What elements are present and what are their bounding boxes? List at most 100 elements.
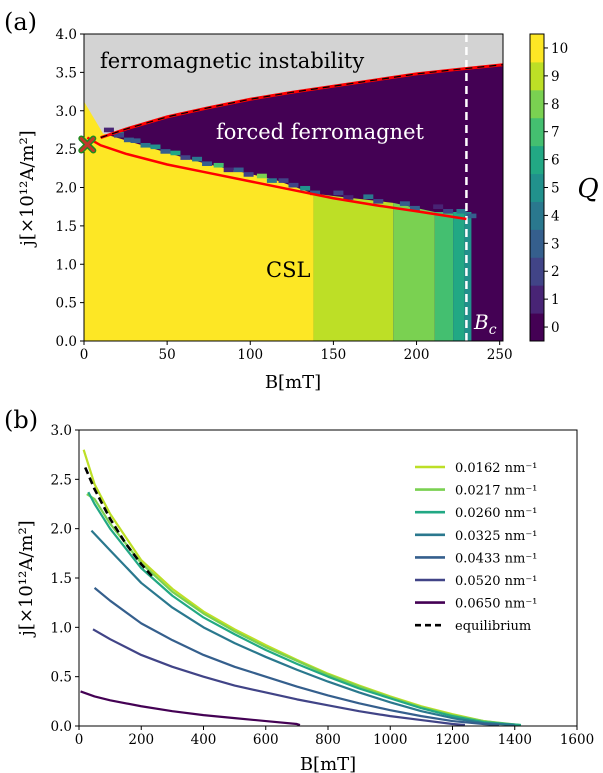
colorbar-tick-label: 8 (551, 97, 560, 113)
colorbar-cell-q1 (530, 285, 544, 314)
colorbar-cell-q10 (530, 34, 544, 63)
csl-segment-q6 (453, 212, 465, 341)
boundary-cell (140, 142, 151, 148)
forced-ferromagnet-label: forced ferromagnet (216, 120, 425, 144)
boundary-cell (333, 190, 344, 196)
threshold-plot-y-axis-label: j[×10¹²A/m²] (16, 520, 37, 637)
boundary-cell (192, 156, 203, 162)
x-tick-label: 400 (191, 732, 217, 748)
colorbar-cell-q2 (530, 257, 544, 286)
colorbar-tick-label: 6 (551, 153, 560, 169)
x-tick-label: 200 (128, 732, 154, 748)
colorbar-tick-label: 2 (551, 264, 560, 280)
y-tick-label: 4.0 (56, 27, 77, 43)
y-tick-label: 0.5 (51, 670, 72, 686)
x-tick-label: 0 (75, 732, 84, 748)
x-tick-label: 50 (159, 347, 176, 363)
phase-diagram-x-axis-label: B[mT] (265, 372, 321, 393)
boundary-cell (456, 208, 467, 214)
legend-label-0: 0.0162 nm⁻¹ (455, 461, 537, 476)
colorbar-cell-q0 (530, 313, 544, 342)
colorbar-label: Q (577, 174, 598, 204)
series-line-3 (90, 529, 515, 726)
y-tick-label: 2.0 (51, 522, 72, 538)
bc-label: Bc (473, 310, 497, 338)
boundary-cell (266, 178, 277, 183)
series-line-7 (84, 466, 155, 579)
equilibrium-cross-marker (78, 135, 97, 154)
y-tick-label: 3.5 (56, 65, 77, 81)
y-tick-label: 0.5 (56, 296, 77, 312)
colorbar-tick-label: 1 (551, 292, 560, 308)
boundary-cell (130, 138, 141, 143)
boundary-cell (409, 205, 420, 211)
y-tick-label: 1.0 (56, 257, 77, 273)
colorbar-tick-label: 0 (551, 320, 560, 336)
instability-region-label: ferromagnetic instability (100, 49, 364, 73)
y-tick-label: 3.0 (51, 423, 72, 439)
y-tick-label: 2.5 (51, 472, 72, 488)
x-tick-label: 200 (404, 347, 430, 363)
x-tick-label: 1200 (435, 732, 469, 748)
x-tick-label: 1400 (498, 732, 532, 748)
series-line-6 (80, 690, 301, 726)
y-tick-label: 1.5 (51, 571, 72, 587)
boundary-cell (123, 137, 134, 143)
boundary-cell (243, 172, 254, 177)
colorbar-tick-label: 3 (551, 236, 560, 252)
boundary-cell (213, 162, 224, 168)
threshold-current-plot: 0 200 400 600 800 1000 1200 1400 1600 0.0 0.5 1.0 1.… (16, 423, 594, 773)
colorbar-tick-label: 4 (551, 208, 560, 224)
colorbar-tick-label: 5 (551, 181, 560, 197)
colorbar-cell-q5 (530, 173, 544, 202)
csl-region-label: CSL (266, 258, 310, 282)
colorbar-cell-q6 (530, 145, 544, 175)
phase-diagram-y-axis-label: j[×10¹²A/m²] (17, 130, 38, 247)
boundary-cell (150, 144, 161, 150)
series-line-4 (93, 587, 500, 726)
y-tick-label: 1.0 (51, 620, 72, 636)
boundary-cell (233, 167, 244, 173)
boundary-cell (202, 161, 213, 167)
boundary-cell (343, 195, 354, 200)
legend-label-2: 0.0260 nm⁻¹ (455, 506, 537, 521)
boundary-cell (180, 155, 191, 160)
panel-a-label: (a) (4, 8, 37, 36)
y-tick-label: 0.0 (56, 334, 77, 350)
colorbar-tick-label: 7 (551, 125, 560, 141)
boundary-cell (160, 149, 171, 154)
series-line-5 (92, 628, 466, 726)
boundary-cell (433, 204, 444, 209)
colorbar-tick-label: 10 (551, 41, 568, 57)
phase-diagram-plot: 0 50 100 150 200 250 0.0 0.5 1.0 1.5 2.0 2.5 3.0 3.5 4… (17, 27, 513, 393)
threshold-plot-x-axis-label: B[mT] (300, 754, 356, 773)
colorbar-cell-q8 (530, 89, 544, 119)
x-tick-label: 150 (321, 347, 347, 363)
boundary-cell (399, 201, 410, 206)
boundary-cell (466, 213, 477, 219)
x-tick-label: 100 (237, 347, 263, 363)
panel-b-label: (b) (4, 406, 38, 434)
boundary-cell (103, 127, 114, 133)
y-tick-label: 2.5 (56, 142, 77, 158)
boundary-cell (288, 182, 299, 188)
x-tick-label: 1600 (560, 732, 594, 748)
boundary-cell (363, 194, 374, 200)
legend-label-6: 0.0650 nm⁻¹ (455, 597, 537, 612)
x-tick-label: 250 (487, 347, 513, 363)
cross-stroke (79, 137, 95, 153)
x-tick-label: 800 (315, 732, 341, 748)
threshold-plot-legend: 0.0162 nm⁻¹ 0.0217 nm⁻¹ 0.0260 nm⁻¹ 0.0325 … (415, 461, 537, 634)
instability-boundary-dash (100, 64, 503, 139)
legend-label-7: equilibrium (455, 619, 531, 634)
y-tick-label: 1.5 (56, 219, 77, 235)
y-tick-label: 0.0 (51, 719, 72, 735)
boundary-cell (310, 190, 321, 196)
colorbar-cell-q3 (530, 229, 544, 258)
boundary-cell (170, 150, 181, 156)
boundary-cell (113, 133, 124, 138)
csl-segment-q9 (313, 193, 394, 341)
legend-label-3: 0.0325 nm⁻¹ (455, 529, 537, 544)
boundary-cell (443, 208, 454, 214)
